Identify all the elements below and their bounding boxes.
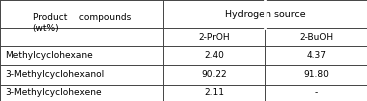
Text: 2.11: 2.11 bbox=[204, 88, 224, 97]
Text: 90.22: 90.22 bbox=[201, 70, 227, 79]
Text: 3-Methylcyclohexene: 3-Methylcyclohexene bbox=[6, 88, 102, 97]
Text: 4.37: 4.37 bbox=[306, 51, 326, 60]
Text: 91.80: 91.80 bbox=[303, 70, 329, 79]
Text: 3-Methylcyclohexanol: 3-Methylcyclohexanol bbox=[6, 70, 105, 79]
Text: 2-PrOH: 2-PrOH bbox=[199, 33, 230, 42]
Text: 2.40: 2.40 bbox=[204, 51, 224, 60]
Text: 2-BuOH: 2-BuOH bbox=[299, 33, 333, 42]
Text: Product    compounds
(wt%): Product compounds (wt%) bbox=[33, 13, 131, 33]
Text: Methylcyclohexane: Methylcyclohexane bbox=[6, 51, 93, 60]
Text: Hydrogen source: Hydrogen source bbox=[225, 10, 305, 19]
Text: -: - bbox=[315, 88, 318, 97]
